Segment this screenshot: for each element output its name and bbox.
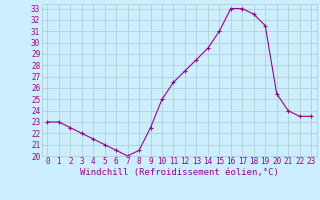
X-axis label: Windchill (Refroidissement éolien,°C): Windchill (Refroidissement éolien,°C) [80, 168, 279, 177]
